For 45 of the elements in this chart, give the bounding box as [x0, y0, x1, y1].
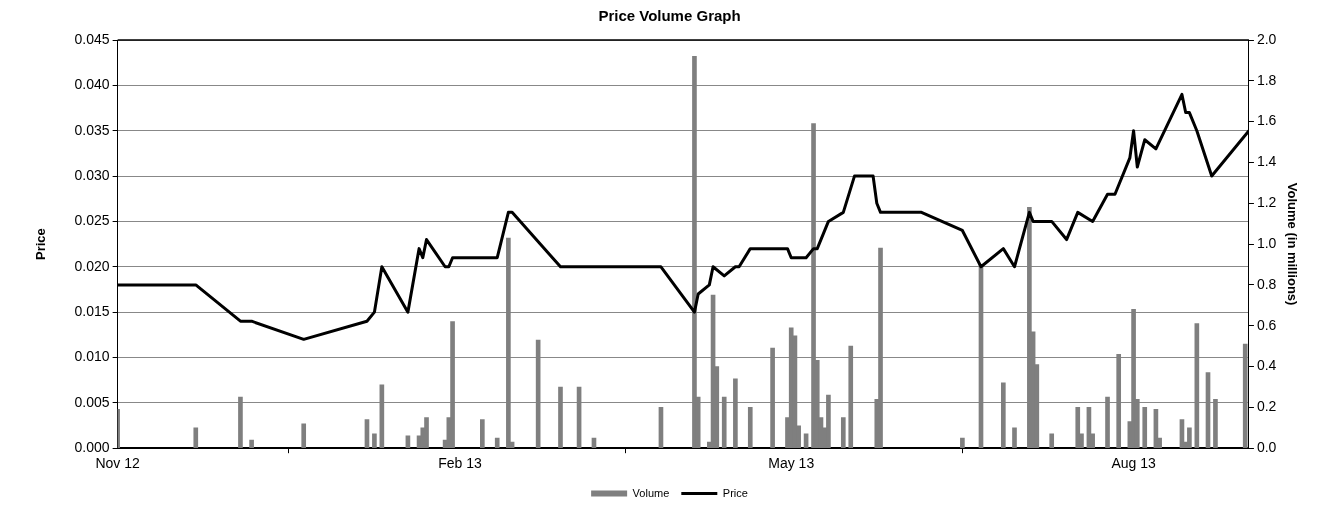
y-tick-label: 0.025	[74, 212, 110, 229]
y2-tick-label: 2.0	[1256, 30, 1277, 47]
y-tick-label: 0.040	[74, 76, 110, 93]
y-tick-label: 0.020	[74, 257, 110, 274]
bar	[480, 419, 485, 449]
y2-tick-label: 0.8	[1256, 275, 1277, 292]
y-tick-label: 0.010	[74, 348, 110, 365]
y2-tick-label: 1.6	[1256, 112, 1277, 129]
chart-title: Price Volume Graph	[598, 7, 741, 25]
bar	[840, 417, 846, 449]
y-tick-label: 0.035	[74, 121, 110, 138]
y2-axis-title: Volume (in millions)	[1284, 182, 1300, 306]
y-tick-label: 0.015	[74, 302, 110, 319]
bar	[1187, 427, 1192, 449]
y-tick-label: 0.005	[74, 393, 110, 410]
y-tick-label: 0.000	[74, 439, 110, 456]
y2-tick-label: 0.6	[1256, 316, 1277, 333]
y2-tick-label: 0.4	[1256, 357, 1277, 374]
bar	[747, 407, 753, 449]
bar	[249, 439, 254, 449]
legend-label: Price	[722, 486, 748, 499]
y2-tick-label: 1.4	[1256, 153, 1277, 170]
y-tick-label: 0.045	[74, 30, 110, 47]
y2-tick-label: 1.8	[1256, 71, 1277, 88]
legend-label: Volume	[632, 486, 670, 499]
y2-tick-label: 1.0	[1256, 234, 1277, 251]
bar	[372, 433, 377, 449]
y-axis-title: Price	[33, 228, 49, 261]
bar	[301, 423, 307, 449]
y2-tick-label: 0.2	[1256, 398, 1277, 415]
bar	[960, 437, 965, 449]
bar	[424, 417, 429, 449]
bar	[1075, 407, 1081, 449]
x-tick-label: Feb 13	[438, 455, 483, 472]
bar	[1142, 407, 1148, 449]
x-tick-label: May 13	[768, 455, 815, 472]
bar	[193, 427, 199, 449]
y-tick-label: 0.030	[74, 166, 110, 183]
bar	[1049, 433, 1055, 449]
bar	[494, 437, 500, 449]
bar	[1012, 427, 1017, 449]
x-tick-label: Aug 13	[1111, 455, 1156, 472]
x-tick-label: Nov 12	[95, 455, 141, 472]
y2-tick-label: 0.0	[1256, 439, 1277, 456]
y2-tick-label: 1.2	[1256, 194, 1277, 211]
